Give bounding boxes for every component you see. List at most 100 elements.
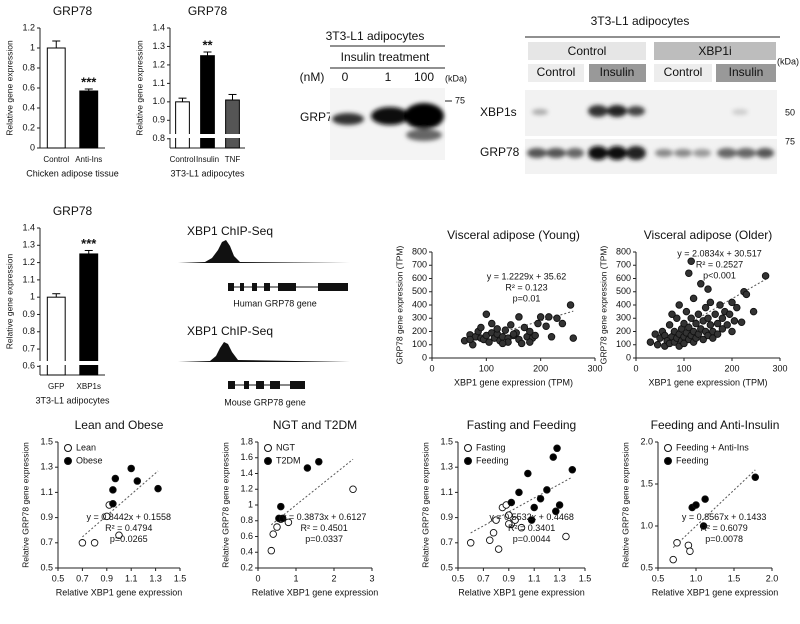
y-tick-label: 0.7: [440, 537, 453, 547]
legend-marker: [64, 444, 72, 452]
point: [751, 473, 760, 482]
y-tick-label: 1.1: [22, 274, 35, 284]
y-tick-label: 0.8: [22, 62, 35, 72]
point: [492, 516, 500, 524]
blot-marker: 75: [455, 95, 465, 105]
point: [706, 321, 715, 329]
point: [493, 325, 501, 333]
exon: [252, 283, 257, 291]
track-label: XBP1 ChIP-Seq: [187, 224, 273, 238]
legend-label: T2DM: [276, 455, 301, 465]
point: [543, 486, 551, 494]
blot-kda: (kDa): [445, 73, 467, 83]
y-axis-label: Relative gene expression: [4, 254, 14, 350]
point: [515, 488, 523, 497]
y-tick-label: 700: [412, 260, 427, 270]
x-tick-label: 2.0: [766, 573, 779, 583]
point: [673, 539, 681, 547]
point: [109, 486, 117, 494]
y-tick-label: 0.9: [22, 309, 35, 319]
point: [686, 547, 694, 555]
point: [477, 323, 485, 332]
point: [680, 319, 688, 328]
point: [673, 314, 681, 323]
y-tick-label: 0.7: [40, 537, 53, 547]
annotation: p=0.0044: [513, 534, 551, 544]
y-tick-label: 0.6: [22, 361, 35, 371]
bands: [527, 105, 774, 160]
point: [115, 531, 123, 539]
blot-unit: (nM): [300, 70, 325, 84]
condition-label: Insulin: [600, 65, 635, 79]
exon: [270, 381, 280, 389]
bar: [46, 47, 66, 149]
legend-marker: [264, 444, 272, 452]
condition-label: Insulin: [729, 65, 764, 79]
bar: [79, 90, 99, 149]
significance: **: [202, 37, 213, 52]
trend-line: [270, 458, 354, 526]
annotation: p=0.0078: [705, 534, 743, 544]
blot-protein: GRP78: [480, 145, 520, 159]
track-peak: [178, 342, 350, 362]
legend-label: Obese: [76, 455, 103, 465]
point: [501, 326, 510, 334]
y-tick-label: 1: [30, 292, 35, 302]
x-axis-label: Relative XBP1 gene expression: [56, 587, 183, 597]
track-label: XBP1 ChIP-Seq: [187, 324, 273, 338]
point: [552, 507, 560, 516]
point: [742, 290, 751, 299]
point: [723, 321, 731, 329]
y-tick-label: 0.6: [240, 531, 253, 541]
x-tick-label: 1.3: [553, 573, 566, 583]
point: [728, 327, 736, 336]
x-tick-label: 100: [479, 363, 494, 373]
exon: [256, 381, 264, 389]
point: [733, 303, 741, 312]
point: [273, 523, 281, 531]
blot-right: 3T3-L1 adipocytes Control XBP1i Control …: [480, 14, 799, 174]
x-tick-label: 0: [633, 363, 638, 373]
x-tick-label: 1.3: [149, 573, 162, 583]
blot-dose: 0: [342, 70, 349, 84]
gene-label: Mouse GRP78 gene: [224, 397, 306, 407]
y-tick-label: 1.4: [22, 222, 35, 232]
point: [489, 528, 498, 537]
point: [133, 477, 142, 485]
condition-box: [654, 64, 712, 82]
y-tick-label: 400: [616, 299, 631, 309]
x-axis-label: Relative XBP1 gene expression: [252, 587, 379, 597]
point: [730, 317, 739, 325]
x-axis-label: Relative XBP1 gene expression: [652, 587, 779, 597]
point: [566, 301, 575, 309]
y-tick-label: 400: [412, 299, 427, 309]
significance: ***: [81, 236, 97, 251]
trend-line: [470, 476, 573, 534]
point: [531, 331, 539, 340]
point: [699, 522, 708, 530]
point: [694, 310, 703, 319]
x-tick-label: GFP: [48, 382, 64, 391]
blot-kda: (kDa): [777, 56, 799, 66]
annotation: y = 1.2229x + 35.62: [487, 271, 567, 281]
y-tick-label: 200: [616, 326, 631, 336]
chart-title: GRP78: [188, 4, 228, 18]
point: [542, 322, 550, 330]
blot-marker: 50: [785, 107, 795, 117]
track-peak: [178, 240, 350, 263]
y-tick-label: 2.0: [640, 436, 653, 446]
y-tick-label: 1.1: [40, 487, 53, 497]
x-tick-label: 0.9: [503, 573, 516, 583]
point: [524, 469, 532, 478]
y-tick-label: 0.6: [22, 82, 35, 92]
point: [267, 546, 276, 555]
x-tick-label: 0.7: [477, 573, 490, 583]
point: [526, 327, 534, 336]
point: [569, 334, 578, 342]
point: [494, 545, 503, 553]
exon: [318, 283, 348, 291]
y-tick-label: 0: [30, 142, 35, 152]
y-tick-label: 1.1: [440, 487, 453, 497]
x-tick-label: 0: [255, 573, 260, 583]
legend-marker: [464, 457, 472, 465]
